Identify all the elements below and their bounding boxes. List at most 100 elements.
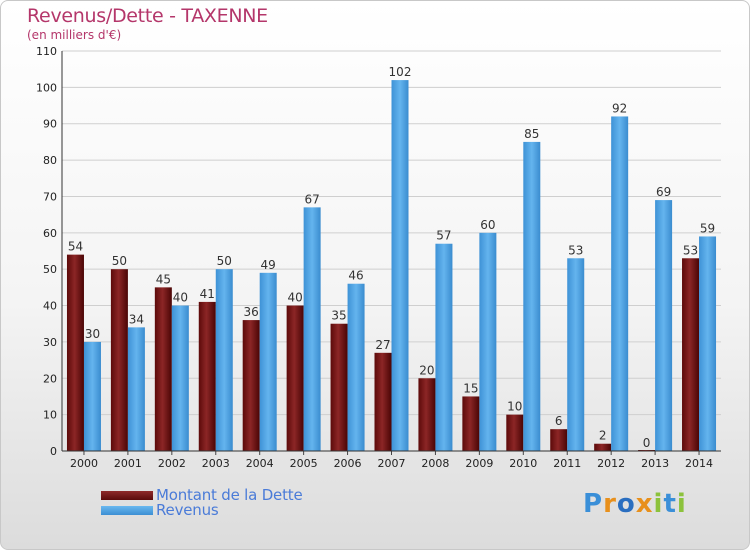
bar-revenus xyxy=(699,236,717,451)
bar-dette xyxy=(110,269,128,451)
y-tick-label: 0 xyxy=(50,445,57,458)
logo-letter: o xyxy=(616,489,636,519)
y-tick-label: 70 xyxy=(43,190,57,203)
x-tick-label: 2013 xyxy=(641,457,669,470)
value-label: 40 xyxy=(173,291,188,305)
value-label: 0 xyxy=(643,436,651,450)
bar-revenus xyxy=(479,232,497,451)
legend-item-dette: Montant de la Dette xyxy=(101,486,303,504)
x-tick-label: 2008 xyxy=(421,457,449,470)
legend-label-dette: Montant de la Dette xyxy=(156,486,303,504)
value-label: 50 xyxy=(217,254,232,268)
value-label: 49 xyxy=(261,258,276,272)
legend-swatch-revenus xyxy=(101,505,153,515)
bars-layer xyxy=(66,80,717,452)
value-label: 85 xyxy=(524,127,539,141)
bar-revenus xyxy=(215,269,233,451)
value-label: 53 xyxy=(568,243,583,257)
x-tick-label: 2002 xyxy=(158,457,186,470)
bar-revenus xyxy=(567,258,585,451)
bar-dette xyxy=(154,287,172,451)
y-tick-label: 30 xyxy=(43,336,57,349)
x-tick-label: 2012 xyxy=(597,457,625,470)
x-tick-label: 2009 xyxy=(465,457,493,470)
value-label: 59 xyxy=(700,221,715,235)
bar-revenus xyxy=(171,305,189,451)
y-tick-label: 90 xyxy=(43,118,57,131)
proxiti-logo: Proxiti xyxy=(583,489,687,519)
logo-letter: P xyxy=(583,489,604,519)
value-label: 30 xyxy=(85,327,100,341)
bar-revenus xyxy=(655,200,673,451)
value-label: 40 xyxy=(287,291,302,305)
bar-dette xyxy=(550,429,568,451)
chart-title: Revenus/Dette - TAXENNE xyxy=(27,5,268,27)
bar-dette xyxy=(242,320,260,451)
bar-revenus xyxy=(347,283,365,451)
bar-dette xyxy=(66,254,84,451)
value-label: 53 xyxy=(683,243,698,257)
legend-label-revenus: Revenus xyxy=(156,501,219,519)
bar-dette xyxy=(594,443,612,451)
value-label: 45 xyxy=(156,272,171,286)
y-tick-label: 110 xyxy=(36,45,57,58)
value-label: 54 xyxy=(68,240,83,254)
bar-revenus xyxy=(127,327,145,451)
value-label: 57 xyxy=(436,229,451,243)
chart-subtitle: (en milliers d'€) xyxy=(27,28,122,42)
value-label: 60 xyxy=(480,218,495,232)
bar-dette xyxy=(374,352,392,451)
legend-swatch-dette xyxy=(101,490,153,500)
bar-revenus xyxy=(259,272,277,451)
bar-dette xyxy=(682,258,700,451)
y-tick-label: 40 xyxy=(43,300,57,313)
value-label: 15 xyxy=(463,381,478,395)
bar-dette xyxy=(330,323,348,451)
y-tick-label: 60 xyxy=(43,227,57,240)
x-tick-label: 2000 xyxy=(70,457,98,470)
bar-dette xyxy=(462,396,480,451)
y-tick-label: 100 xyxy=(36,81,57,94)
x-tick-label: 2003 xyxy=(202,457,230,470)
logo-letter: i xyxy=(653,489,664,519)
logo-letter: x xyxy=(635,489,654,519)
value-label: 20 xyxy=(419,363,434,377)
value-label: 2 xyxy=(599,429,607,443)
bar-revenus xyxy=(303,207,321,451)
x-tick-label: 2006 xyxy=(334,457,362,470)
logo-letter: t xyxy=(663,489,677,519)
bar-dette xyxy=(506,414,524,451)
value-label: 6 xyxy=(555,414,563,428)
value-label: 10 xyxy=(507,400,522,414)
value-label: 35 xyxy=(331,309,346,323)
legend-item-revenus: Revenus xyxy=(101,501,219,519)
x-tick-label: 2011 xyxy=(553,457,581,470)
x-tick-label: 2004 xyxy=(246,457,274,470)
x-tick-label: 2001 xyxy=(114,457,142,470)
value-label: 34 xyxy=(129,312,144,326)
value-label: 69 xyxy=(656,185,671,199)
x-tick-label: 2007 xyxy=(378,457,406,470)
y-tick-label: 20 xyxy=(43,372,57,385)
value-label: 41 xyxy=(200,287,215,301)
bar-revenus xyxy=(391,80,409,451)
value-label: 67 xyxy=(304,192,319,206)
x-tick-label: 2010 xyxy=(509,457,537,470)
logo-letter: i xyxy=(676,489,687,519)
bar-dette xyxy=(418,378,436,451)
logo-letter: r xyxy=(603,489,617,519)
bar-dette xyxy=(198,301,216,451)
bar-revenus xyxy=(83,341,101,451)
value-label: 102 xyxy=(389,65,412,79)
value-label: 36 xyxy=(244,305,259,319)
y-tick-label: 10 xyxy=(43,409,57,422)
x-tick-label: 2005 xyxy=(290,457,318,470)
value-label: 27 xyxy=(375,338,390,352)
bar-revenus xyxy=(435,243,453,451)
x-tick-label: 2014 xyxy=(685,457,713,470)
bar-revenus xyxy=(611,116,629,452)
